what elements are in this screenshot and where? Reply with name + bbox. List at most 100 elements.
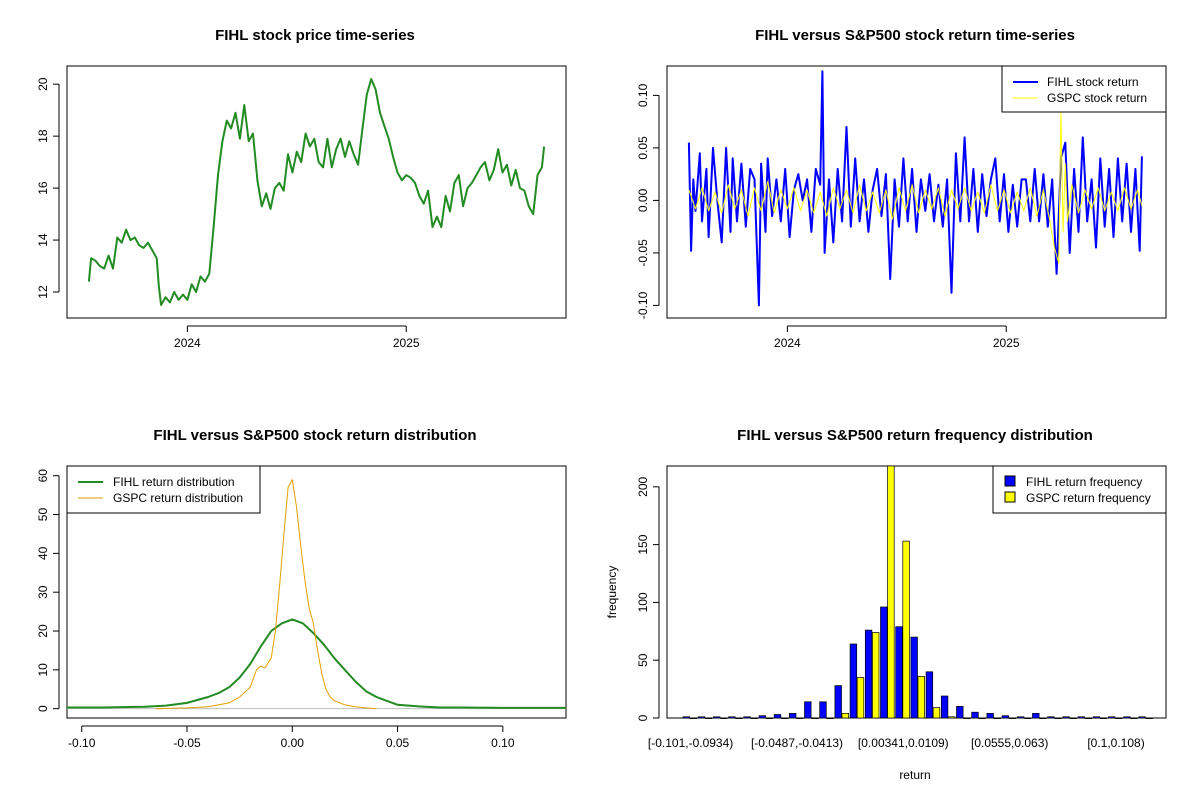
density-x-tick-label: 0.05	[386, 736, 410, 750]
returns-legend-label-fihl: FIHL stock return	[1047, 75, 1139, 89]
frequency-legend: FIHL return frequency GSPC return freque…	[992, 465, 1167, 514]
price-x-tick-label: 2025	[393, 336, 420, 350]
frequency-bar-fihl	[789, 713, 797, 719]
density-chart-title: FIHL versus S&P500 stock return distribu…	[153, 427, 476, 444]
price-y-tick-label: 20	[36, 77, 50, 91]
frequency-bar-gspc	[932, 707, 941, 719]
frequency-legend-box	[992, 465, 1167, 514]
frequency-bar-gspc	[765, 717, 774, 719]
density-y-tick-label: 50	[36, 508, 50, 522]
density-legend: FIHL return distribution GSPC return dis…	[66, 465, 261, 514]
frequency-legend-key-fihl	[1004, 475, 1016, 487]
density-y-tick-label: 0	[36, 705, 50, 712]
density-plot-frame	[66, 465, 567, 719]
frequency-bar-fihl	[1138, 716, 1146, 719]
frequency-bar-fihl	[1062, 716, 1070, 719]
density-legend-label-gspc: GSPC return distribution	[113, 491, 243, 505]
frequency-y-tick-label: 100	[636, 592, 650, 612]
frequency-chart-title: FIHL versus S&P500 return frequency dist…	[737, 427, 1093, 444]
returns-series-fihl	[687, 70, 1143, 307]
frequency-bar-fihl	[986, 713, 994, 719]
frequency-bar-fihl	[1108, 716, 1116, 719]
frequency-y-tick-label: 150	[636, 534, 650, 554]
frequency-bar-gspc	[750, 717, 758, 719]
density-legend-box	[66, 465, 261, 514]
frequency-bar-fihl	[697, 716, 706, 719]
frequency-bar-fihl	[1001, 715, 1010, 719]
frequency-legend-key-gspc	[1004, 491, 1016, 503]
frequency-bar-fihl	[849, 643, 858, 719]
frequency-bar-gspc	[978, 717, 986, 719]
frequency-plot-area: 0 50 100 150 200 [-0.101,-0.0934) [-0.0487,-0.…	[636, 465, 1153, 750]
frequency-bar-fihl	[804, 701, 812, 719]
frequency-bar-gspc	[735, 717, 743, 719]
price-x-tick-label: 2024	[174, 336, 201, 350]
frequency-bar-gspc	[1145, 717, 1153, 719]
returns-plot-frame	[666, 65, 1167, 319]
price-y-tick-label: 12	[36, 285, 50, 299]
frequency-bar-fihl	[940, 695, 949, 719]
frequency-x-tick-label: [-0.0487,-0.0413)	[751, 736, 843, 750]
frequency-bar-gspc	[963, 717, 971, 719]
returns-y-tick-label: -0.10	[636, 291, 650, 319]
density-x-tick-label: -0.05	[173, 736, 201, 750]
frequency-bar-gspc	[689, 717, 698, 719]
frequency-bar-gspc	[826, 717, 834, 719]
density-y-tick-label: 40	[36, 546, 50, 560]
frequency-bar-gspc	[1099, 717, 1108, 719]
frequency-bar-fihl	[834, 685, 842, 719]
frequency-bar-gspc	[917, 676, 925, 719]
price-series-fihl	[87, 78, 546, 306]
frequency-x-tick-label: [0.0555,0.063)	[971, 736, 1048, 750]
frequency-bar-fihl	[1123, 716, 1131, 719]
frequency-bar-gspc	[993, 717, 1001, 719]
frequency-bar-fihl	[971, 711, 979, 719]
density-y-tick-label: 60	[36, 469, 50, 483]
frequency-bar-gspc	[887, 465, 895, 719]
frequency-x-tick-label: [0.1,0.108)	[1087, 736, 1144, 750]
frequency-bar-gspc	[796, 717, 804, 719]
returns-legend-label-gspc: GSPC stock return	[1047, 91, 1147, 105]
returns-y-tick-label: 0.00	[636, 188, 650, 212]
density-x-tick-label: -0.10	[68, 736, 96, 750]
frequency-bar-fihl	[880, 606, 888, 719]
frequency-bar-fihl	[713, 716, 721, 719]
frequency-bar-gspc	[1130, 717, 1138, 719]
frequency-bar-fihl	[773, 714, 782, 719]
density-series-fihl	[67, 618, 566, 709]
frequency-bar-fihl	[1092, 716, 1101, 719]
frequency-bar-fihl	[925, 671, 934, 719]
frequency-y-tick-label: 0	[636, 714, 650, 721]
frequency-legend-label-gspc: GSPC return frequency	[1026, 491, 1151, 505]
frequency-x-axis-label: return	[899, 768, 930, 782]
frequency-bar-gspc	[856, 677, 865, 719]
frequency-bar-fihl	[1077, 716, 1085, 719]
frequency-bar-fihl	[1047, 716, 1055, 719]
frequency-bar-gspc	[1024, 717, 1032, 719]
frequency-bar-gspc	[841, 713, 849, 719]
price-y-tick-label: 18	[36, 129, 50, 143]
density-legend-label-fihl: FIHL return distribution	[113, 475, 235, 489]
frequency-bar-fihl	[910, 636, 918, 719]
frequency-bar-gspc	[872, 632, 880, 719]
price-y-tick-label: 14	[36, 233, 50, 247]
frequency-bar-fihl	[1016, 716, 1025, 719]
frequency-x-tick-label: [-0.101,-0.0934)	[648, 736, 733, 750]
frequency-bar-gspc	[811, 717, 819, 719]
density-x-tick-label: 0.00	[281, 736, 305, 750]
density-chart: FIHL versus S&P500 stock return distribu…	[36, 427, 567, 750]
frequency-bar-fihl	[819, 701, 827, 719]
frequency-bar-gspc	[1115, 717, 1123, 719]
returns-chart-title: FIHL versus S&P500 stock return time-ser…	[755, 27, 1075, 44]
frequency-bar-fihl	[728, 716, 736, 719]
frequency-bar-gspc	[1069, 717, 1077, 719]
returns-y-tick-label: 0.05	[636, 136, 650, 160]
density-plot-area: 0 10 20 30 40 50 60 -0.10 -0.05 0.00 0.05 0.10	[36, 469, 566, 750]
frequency-bar-gspc	[1039, 717, 1047, 719]
price-chart-title: FIHL stock price time-series	[215, 27, 415, 44]
frequency-bar-gspc	[704, 717, 713, 719]
frequency-bar-gspc	[780, 717, 789, 719]
frequency-y-axis-label: frequency	[605, 566, 619, 619]
frequency-bar-gspc	[902, 540, 910, 719]
